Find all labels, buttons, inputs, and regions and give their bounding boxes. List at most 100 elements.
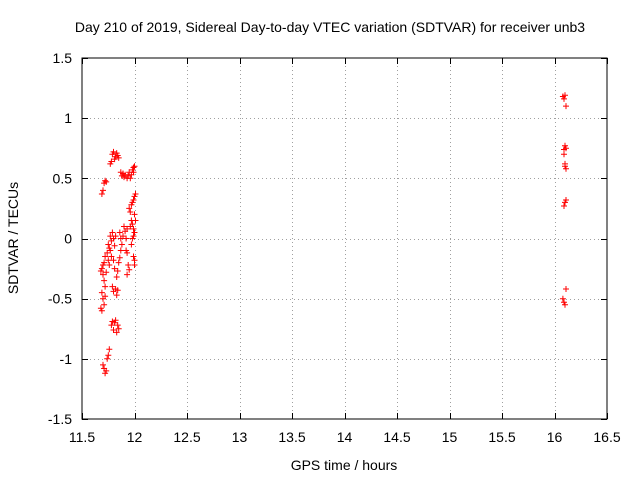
data-point (105, 352, 112, 359)
data-point (116, 254, 123, 261)
y-tick-label: -1 (60, 351, 73, 367)
data-point (114, 322, 121, 329)
data-point (120, 233, 126, 240)
data-point (101, 301, 108, 308)
data-point (106, 262, 113, 268)
data-point (122, 171, 129, 178)
y-tick-label: 0 (64, 231, 72, 247)
data-point (563, 145, 569, 152)
x-tick-label: 11.5 (69, 429, 95, 445)
data-point (561, 151, 567, 158)
x-tick-label: 14.5 (383, 429, 410, 445)
data-point (562, 163, 568, 170)
x-tick-label: 12 (127, 429, 143, 445)
data-point (102, 283, 109, 290)
data-point (100, 361, 106, 368)
data-point (113, 329, 120, 336)
data-point (102, 293, 109, 300)
data-point (128, 241, 135, 248)
y-tick-label: 0.5 (53, 170, 73, 186)
data-point (105, 257, 112, 264)
y-axis-label: SDTVAR / TECUs (5, 182, 21, 294)
data-point (112, 317, 119, 324)
data-point (114, 287, 121, 294)
data-point (104, 249, 111, 256)
data-point (130, 253, 137, 260)
data-point (121, 223, 127, 230)
data-point (98, 289, 105, 296)
data-point (101, 259, 108, 266)
data-point (115, 259, 122, 266)
data-point (98, 307, 105, 314)
data-point (559, 295, 566, 302)
data-point (124, 249, 131, 256)
data-point (98, 191, 105, 197)
data-point (102, 177, 109, 184)
x-tick-label: 12.5 (173, 429, 200, 445)
data-point (111, 265, 118, 272)
data-point (100, 271, 106, 278)
data-point (127, 175, 134, 182)
data-point (107, 247, 114, 254)
data-point (102, 253, 109, 260)
data-point (562, 301, 568, 308)
x-tick-label: 14 (337, 429, 353, 445)
data-point (113, 292, 120, 299)
axis-ticks (82, 58, 608, 420)
data-point (131, 211, 138, 218)
data-point (111, 242, 118, 249)
x-tick-label: 16.5 (593, 429, 620, 445)
data-point (131, 163, 138, 170)
data-point (124, 225, 131, 232)
data-point (104, 355, 111, 362)
data-point (109, 283, 116, 290)
data-points (97, 92, 569, 377)
data-point (113, 274, 120, 280)
data-point (108, 253, 115, 260)
data-point (108, 322, 115, 329)
y-tick-labels: -1.5 -1 -0.5 0 0.5 1 1.5 (48, 50, 72, 427)
data-point (106, 346, 113, 353)
x-tick-label: 15.5 (488, 429, 515, 445)
x-tick-label: 13.5 (278, 429, 305, 445)
data-point (130, 225, 137, 232)
x-axis-label: GPS time / hours (291, 457, 398, 473)
data-point (105, 241, 112, 248)
data-point (131, 229, 138, 236)
data-point (129, 221, 136, 228)
data-point (130, 197, 137, 203)
data-point (563, 286, 569, 292)
x-tick-labels: 11.5 12 12.5 13 13.5 14 14.5 15 15.5 16 16.5 (69, 429, 621, 445)
data-point (561, 203, 567, 209)
data-point (123, 235, 130, 242)
data-point (132, 191, 139, 197)
data-point (98, 265, 105, 272)
data-point (563, 103, 569, 110)
data-point (103, 178, 110, 185)
data-point (117, 247, 124, 254)
x-tick-label: 13 (232, 429, 248, 445)
data-point (108, 158, 115, 165)
y-tick-label: -1.5 (48, 411, 72, 427)
data-point (561, 95, 567, 102)
data-point (115, 154, 122, 161)
data-point (127, 209, 134, 215)
data-point (110, 148, 117, 155)
data-point (118, 241, 125, 248)
grid-lines (82, 58, 607, 419)
data-point (114, 268, 121, 274)
data-point (563, 197, 569, 203)
data-point (130, 169, 137, 176)
data-point (562, 92, 568, 99)
data-point (109, 229, 116, 236)
plot-frame (81, 57, 608, 420)
chart-title: Day 210 of 2019, Sidereal Day-to-day VTE… (75, 19, 585, 35)
data-point (130, 233, 137, 240)
y-tick-label: 1.5 (53, 50, 73, 66)
data-point (126, 205, 133, 212)
data-point (100, 187, 106, 194)
data-point (131, 262, 138, 268)
data-point (125, 262, 132, 268)
data-point (132, 217, 139, 224)
